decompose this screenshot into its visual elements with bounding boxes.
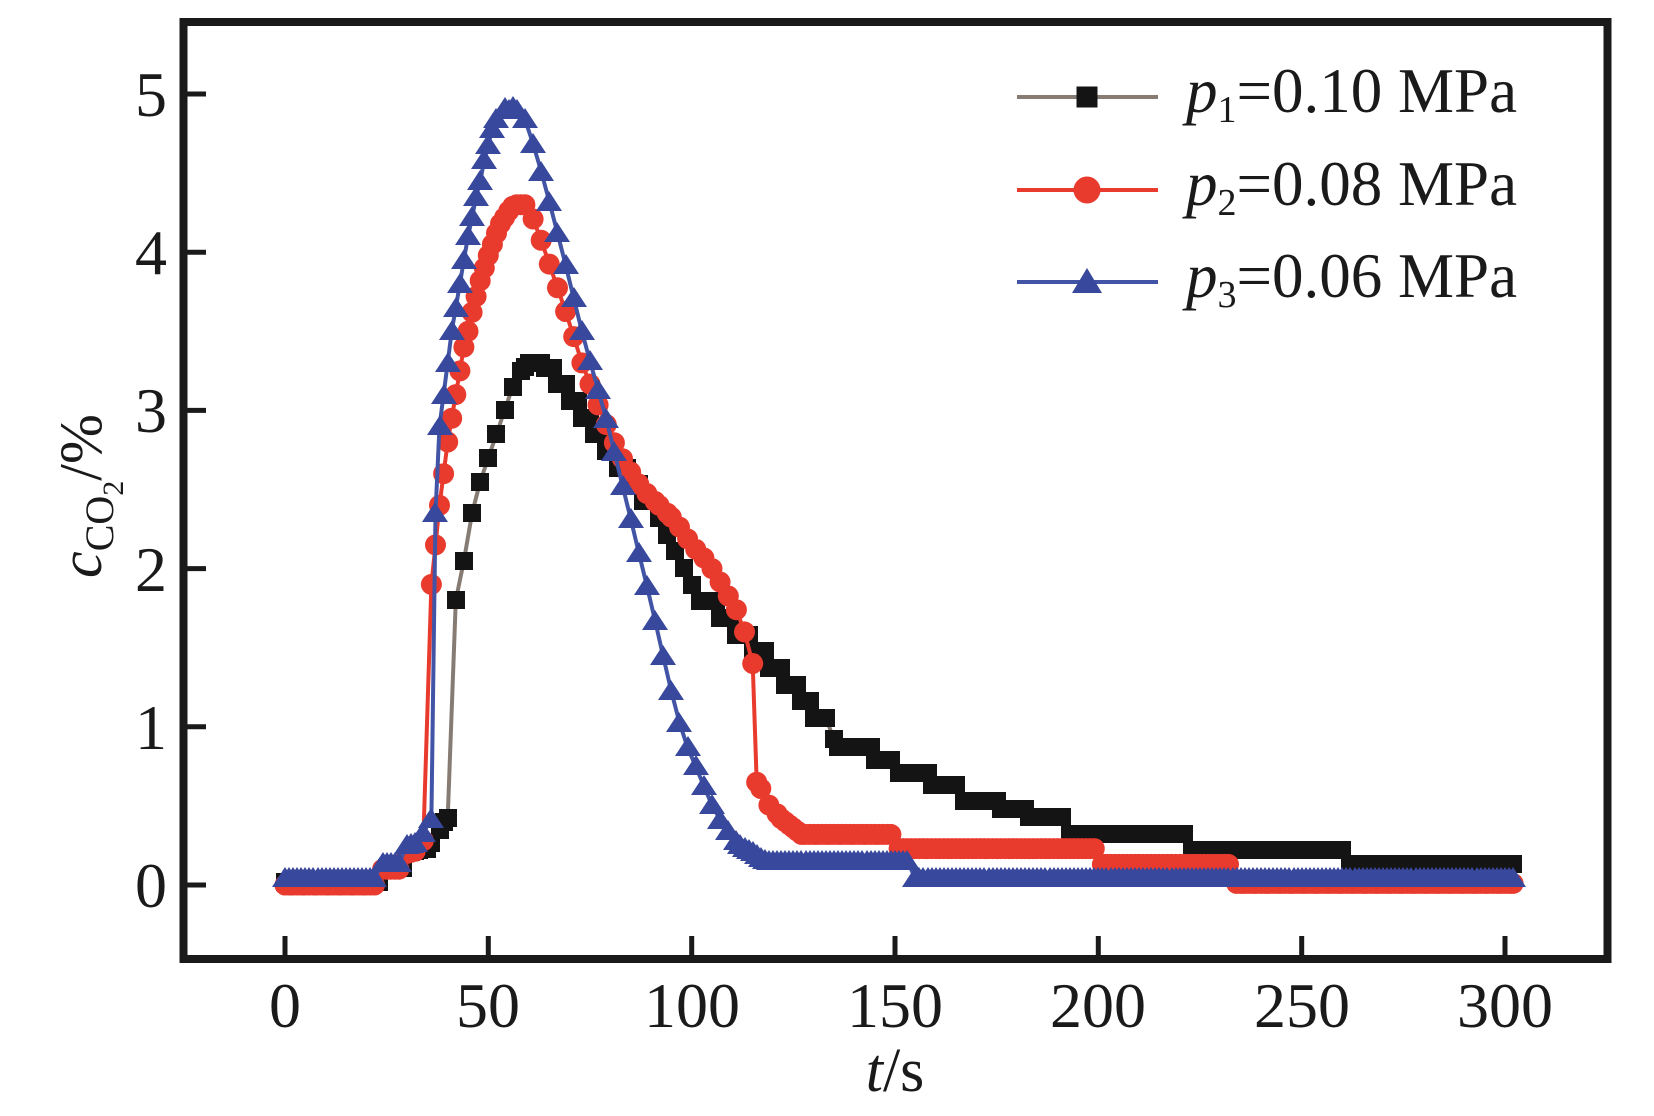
svg-text:250: 250 — [1254, 970, 1350, 1041]
svg-text:1: 1 — [135, 692, 167, 763]
svg-text:5: 5 — [135, 59, 167, 130]
svg-text:0: 0 — [269, 970, 301, 1041]
svg-text:50: 50 — [456, 970, 520, 1041]
svg-text:4: 4 — [135, 217, 167, 288]
svg-text:200: 200 — [1050, 970, 1146, 1041]
svg-text:3: 3 — [135, 375, 167, 446]
svg-text:cCO2/%: cCO2/% — [48, 414, 130, 578]
svg-text:p2=0.08 MPa: p2=0.08 MPa — [1182, 149, 1517, 224]
svg-text:p3=0.06 MPa: p3=0.06 MPa — [1182, 241, 1517, 316]
svg-text:150: 150 — [847, 970, 943, 1041]
svg-text:2: 2 — [135, 534, 167, 605]
svg-text:100: 100 — [644, 970, 740, 1041]
svg-text:0: 0 — [135, 850, 167, 921]
svg-text:300: 300 — [1457, 970, 1553, 1041]
svg-text:t/s: t/s — [866, 1037, 925, 1105]
svg-text:p1=0.10 MPa: p1=0.10 MPa — [1182, 56, 1517, 131]
